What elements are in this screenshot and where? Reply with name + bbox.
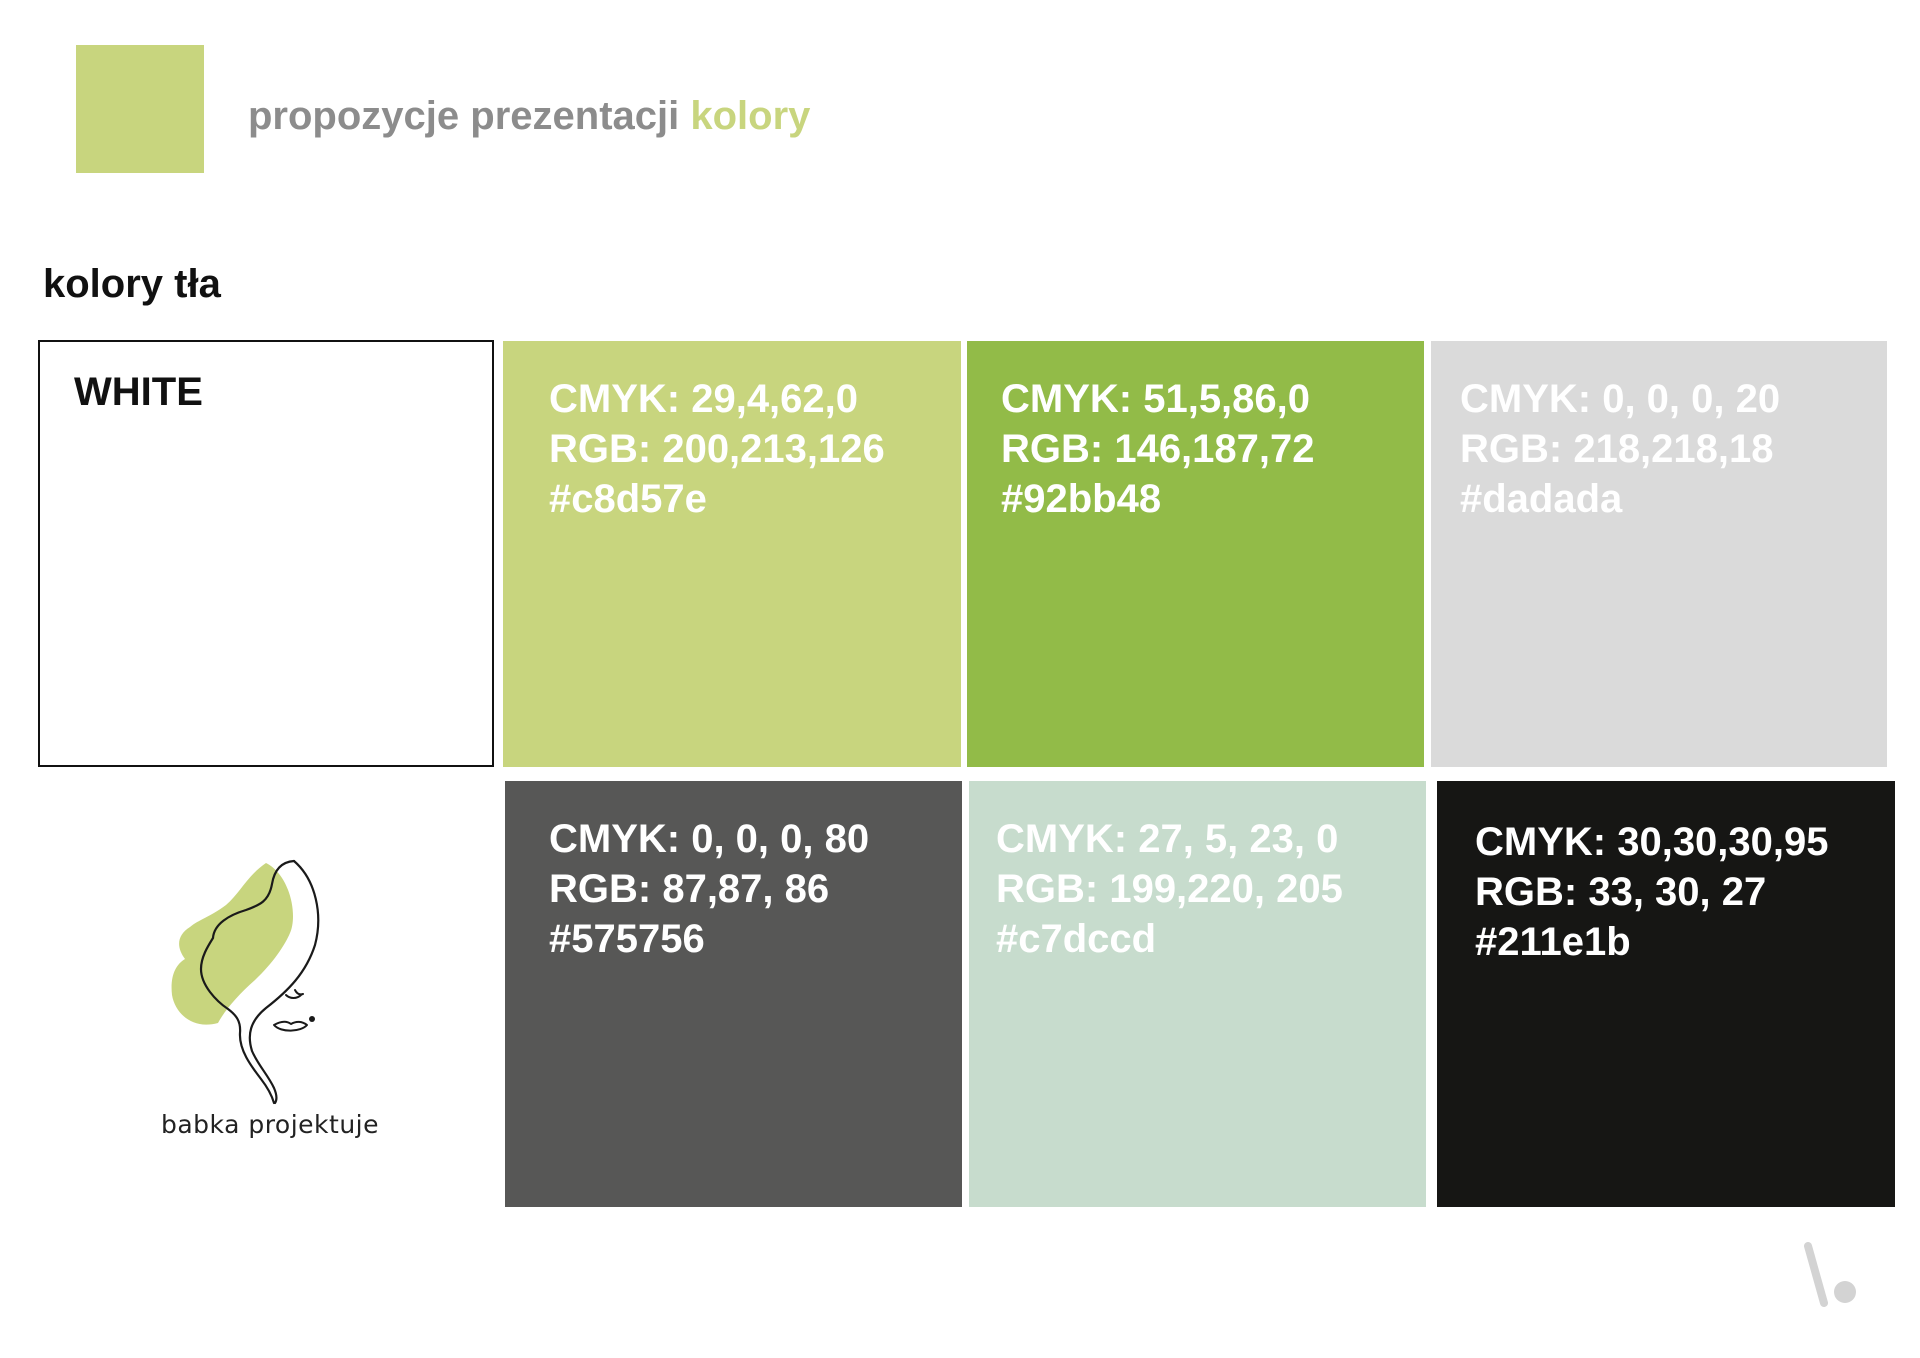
woman-face-leaf-icon bbox=[171, 859, 320, 1105]
swatch-hex: #211e1b bbox=[1475, 920, 1631, 964]
swatch-rgb: RGB: 199,220, 205 bbox=[996, 867, 1343, 911]
page-title-main: propozycje prezentacji bbox=[248, 94, 680, 138]
swatch-rgb: RGB: 218,218,18 bbox=[1460, 427, 1774, 471]
swatch-cmyk: CMYK: 51,5,86,0 bbox=[1001, 377, 1311, 421]
swatch-hex: #575756 bbox=[549, 917, 705, 961]
swatch-dark-gray: CMYK: 0, 0, 0, 80 RGB: 87,87, 86 #575756 bbox=[505, 781, 962, 1207]
backslash-dot-icon bbox=[1804, 1242, 1856, 1307]
page-title: propozycje prezentacji kolory bbox=[248, 94, 810, 139]
swatch-rgb: RGB: 200,213,126 bbox=[549, 427, 885, 471]
swatch-hex: #c7dccd bbox=[996, 917, 1157, 961]
swatch-rgb: RGB: 87,87, 86 bbox=[549, 867, 830, 911]
swatch-hex: #92bb48 bbox=[1001, 477, 1162, 521]
swatch-cmyk: CMYK: 30,30,30,95 bbox=[1475, 820, 1829, 864]
brand-logo: babka projektuje bbox=[140, 855, 400, 1155]
swatch-cmyk: CMYK: 27, 5, 23, 0 bbox=[996, 817, 1339, 861]
swatch-cmyk: CMYK: 29,4,62,0 bbox=[549, 377, 859, 421]
swatch-light-gray: CMYK: 0, 0, 0, 20 RGB: 218,218,18 #dadad… bbox=[1431, 341, 1887, 767]
swatch-white: WHITE bbox=[38, 340, 494, 767]
swatch-green: CMYK: 51,5,86,0 RGB: 146,187,72 #92bb48 bbox=[967, 341, 1424, 767]
swatch-cmyk: CMYK: 0, 0, 0, 80 bbox=[549, 817, 870, 861]
logo-text: babka projektuje bbox=[160, 1110, 380, 1139]
swatch-hex: #c8d57e bbox=[549, 477, 707, 521]
swatch-cmyk: CMYK: 0, 0, 0, 20 bbox=[1460, 377, 1781, 421]
swatch-hex: #dadada bbox=[1460, 477, 1623, 521]
swatch-black: CMYK: 30,30,30,95 RGB: 33, 30, 27 #211e1… bbox=[1437, 781, 1895, 1207]
page-title-accent: kolory bbox=[690, 94, 811, 138]
header-color-square bbox=[76, 45, 204, 173]
section-title: kolory tła bbox=[43, 262, 221, 306]
swatch-white-label: WHITE bbox=[74, 370, 203, 414]
swatch-rgb: RGB: 146,187,72 bbox=[1001, 427, 1315, 471]
swatch-light-green: CMYK: 29,4,62,0 RGB: 200,213,126 #c8d57e bbox=[503, 341, 961, 767]
swatch-mint: CMYK: 27, 5, 23, 0 RGB: 199,220, 205 #c7… bbox=[969, 781, 1426, 1207]
swatch-rgb: RGB: 33, 30, 27 bbox=[1475, 870, 1767, 914]
